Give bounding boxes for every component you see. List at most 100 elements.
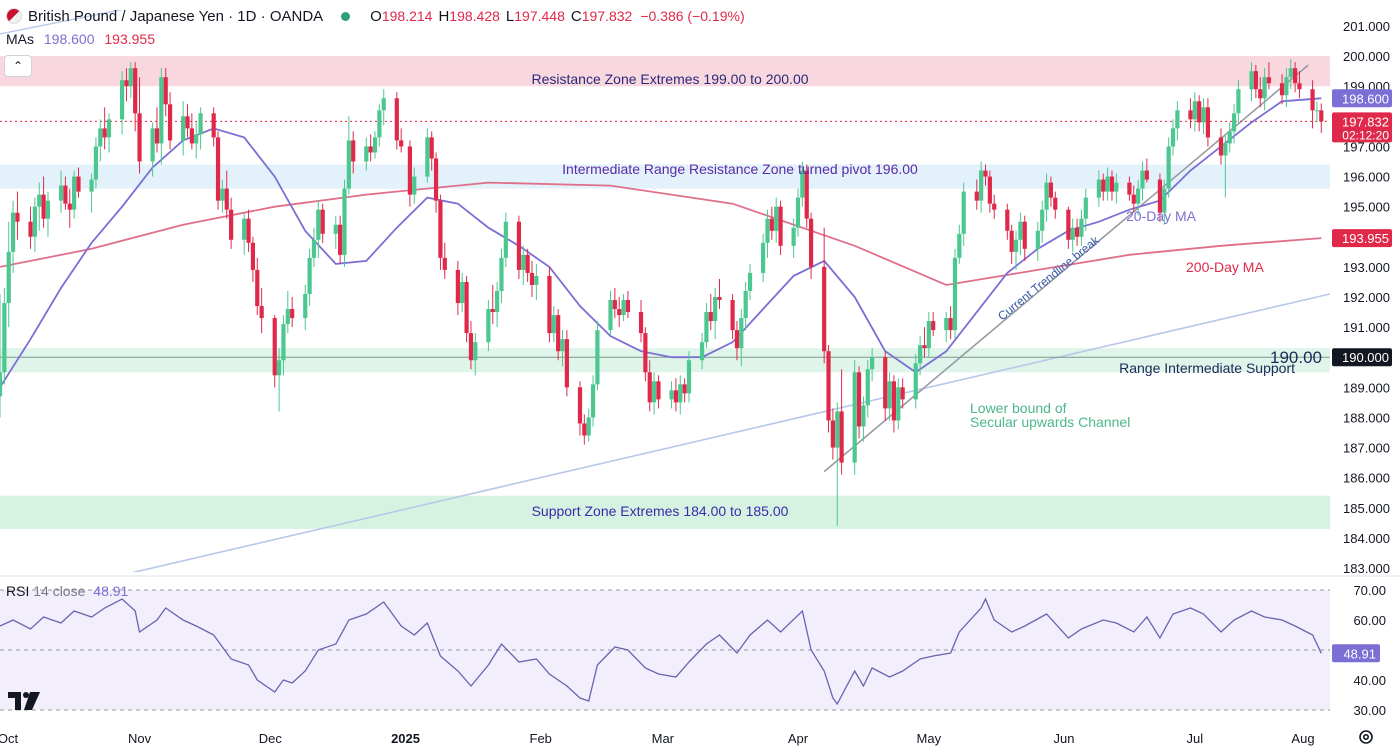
candle-body: [1109, 176, 1115, 192]
price-label-badge: [1332, 89, 1392, 108]
symbol-header[interactable]: British Pound / Japanese Yen · 1D · OAND…: [6, 6, 745, 26]
candle-body: [377, 110, 382, 138]
candle-body: [534, 275, 539, 285]
candle-body: [1009, 230, 1014, 252]
candle-body: [791, 227, 796, 246]
current-trendline: [823, 64, 1309, 473]
candle-body: [682, 384, 687, 394]
candle-body: [229, 209, 234, 240]
chevron-up-icon: ⌃: [12, 59, 24, 73]
candle-body: [1284, 77, 1289, 96]
support-zone: [0, 495, 1330, 529]
candle-body: [303, 293, 308, 319]
candle-body: [285, 309, 290, 325]
candle-body: [1114, 182, 1119, 192]
settings-gear-icon[interactable]: [1357, 728, 1375, 746]
ma-legend[interactable]: MAs 198.600 193.955: [6, 31, 155, 47]
candle-body: [586, 417, 591, 436]
candle-body: [1218, 137, 1224, 156]
change-value: −0.386 (−0.19%): [640, 8, 745, 24]
upper-channel-line: [0, 10, 124, 35]
candle-body: [37, 194, 42, 207]
candle-body: [1223, 143, 1228, 156]
main-pane: Resistance Zone Extremes 199.00 to 200.0…: [0, 10, 1330, 572]
candle-body: [89, 179, 94, 192]
candle-body: [647, 372, 652, 403]
candle-body: [394, 98, 399, 141]
rsi-legend[interactable]: RSI 14 close 48.91: [6, 583, 128, 599]
candle-body: [769, 218, 774, 231]
symbol-title[interactable]: British Pound / Japanese Yen · 1D · OAND…: [28, 7, 324, 25]
tradingview-logo-icon[interactable]: [8, 690, 42, 712]
candle-body: [922, 345, 927, 349]
candle-body: [211, 113, 216, 138]
candle-body: [272, 318, 277, 376]
candle-body: [124, 80, 129, 87]
candle-body: [822, 266, 827, 352]
candle-body: [28, 221, 33, 237]
candle-body: [595, 330, 600, 385]
ma-legend-label: MAs: [6, 31, 34, 47]
candle-body: [320, 209, 325, 234]
candle-body: [957, 233, 962, 258]
resistance-zone: [0, 56, 1330, 87]
candle-body: [58, 185, 64, 201]
candle-body: [761, 242, 766, 273]
candle-body: [67, 203, 72, 210]
candle-body: [708, 312, 713, 322]
candle-body: [150, 128, 155, 162]
candle-body: [808, 218, 814, 267]
candle-body: [1205, 107, 1211, 138]
candle-body: [281, 324, 286, 361]
price-tick-label: 201.000: [1343, 19, 1390, 34]
candle-body: [215, 137, 221, 201]
candle-body: [159, 77, 164, 144]
ma20-value: 198.600: [43, 31, 95, 47]
candle-body: [739, 318, 744, 349]
price-tick-label: 193.000: [1343, 260, 1390, 275]
candle-body: [1293, 68, 1298, 84]
candle-body: [870, 357, 875, 370]
candle-body: [1201, 107, 1206, 123]
candle-body: [1197, 101, 1202, 123]
price-tick-label: 195.000: [1343, 200, 1390, 215]
candle-body: [381, 98, 386, 111]
candle-body: [346, 140, 351, 189]
countdown-label-text: 02:12:20: [1342, 128, 1389, 142]
rsi-value: 48.91: [93, 583, 129, 599]
candle-body: [163, 77, 168, 105]
candle-body: [516, 221, 522, 270]
collapse-legend-button[interactable]: ⌃: [4, 55, 32, 77]
candle-body: [6, 251, 11, 304]
high-key: H: [438, 7, 450, 25]
candle-body: [425, 137, 430, 177]
candle-body: [290, 309, 295, 319]
candle-body: [1236, 89, 1241, 114]
candle-body: [198, 113, 203, 135]
candle-body: [983, 170, 988, 177]
price-tick-label: 192.000: [1343, 290, 1390, 305]
candle-body: [1079, 218, 1084, 237]
candle-body: [464, 281, 469, 334]
candle-body: [830, 420, 835, 448]
rsi-label: RSI: [6, 583, 30, 599]
candle-body: [93, 146, 99, 180]
candle-body: [852, 372, 857, 463]
candle-body: [917, 345, 923, 364]
candle-body: [839, 411, 844, 463]
open-key: O: [370, 7, 382, 25]
time-tick-label: Nov: [128, 731, 152, 746]
candle-body: [316, 209, 321, 240]
rsi-value-badge-text: 48.91: [1343, 646, 1376, 661]
candle-body: [468, 333, 474, 361]
candle-body: [1013, 239, 1019, 252]
candle-body: [1140, 170, 1145, 189]
candle-body: [412, 176, 417, 195]
candle-body: [678, 384, 683, 403]
resistance-zone-label: Resistance Zone Extremes 199.00 to 200.0…: [531, 71, 808, 87]
candle-body: [250, 242, 256, 270]
candle-body: [1227, 131, 1232, 144]
candle-body: [429, 137, 434, 159]
candle-body: [900, 387, 905, 400]
